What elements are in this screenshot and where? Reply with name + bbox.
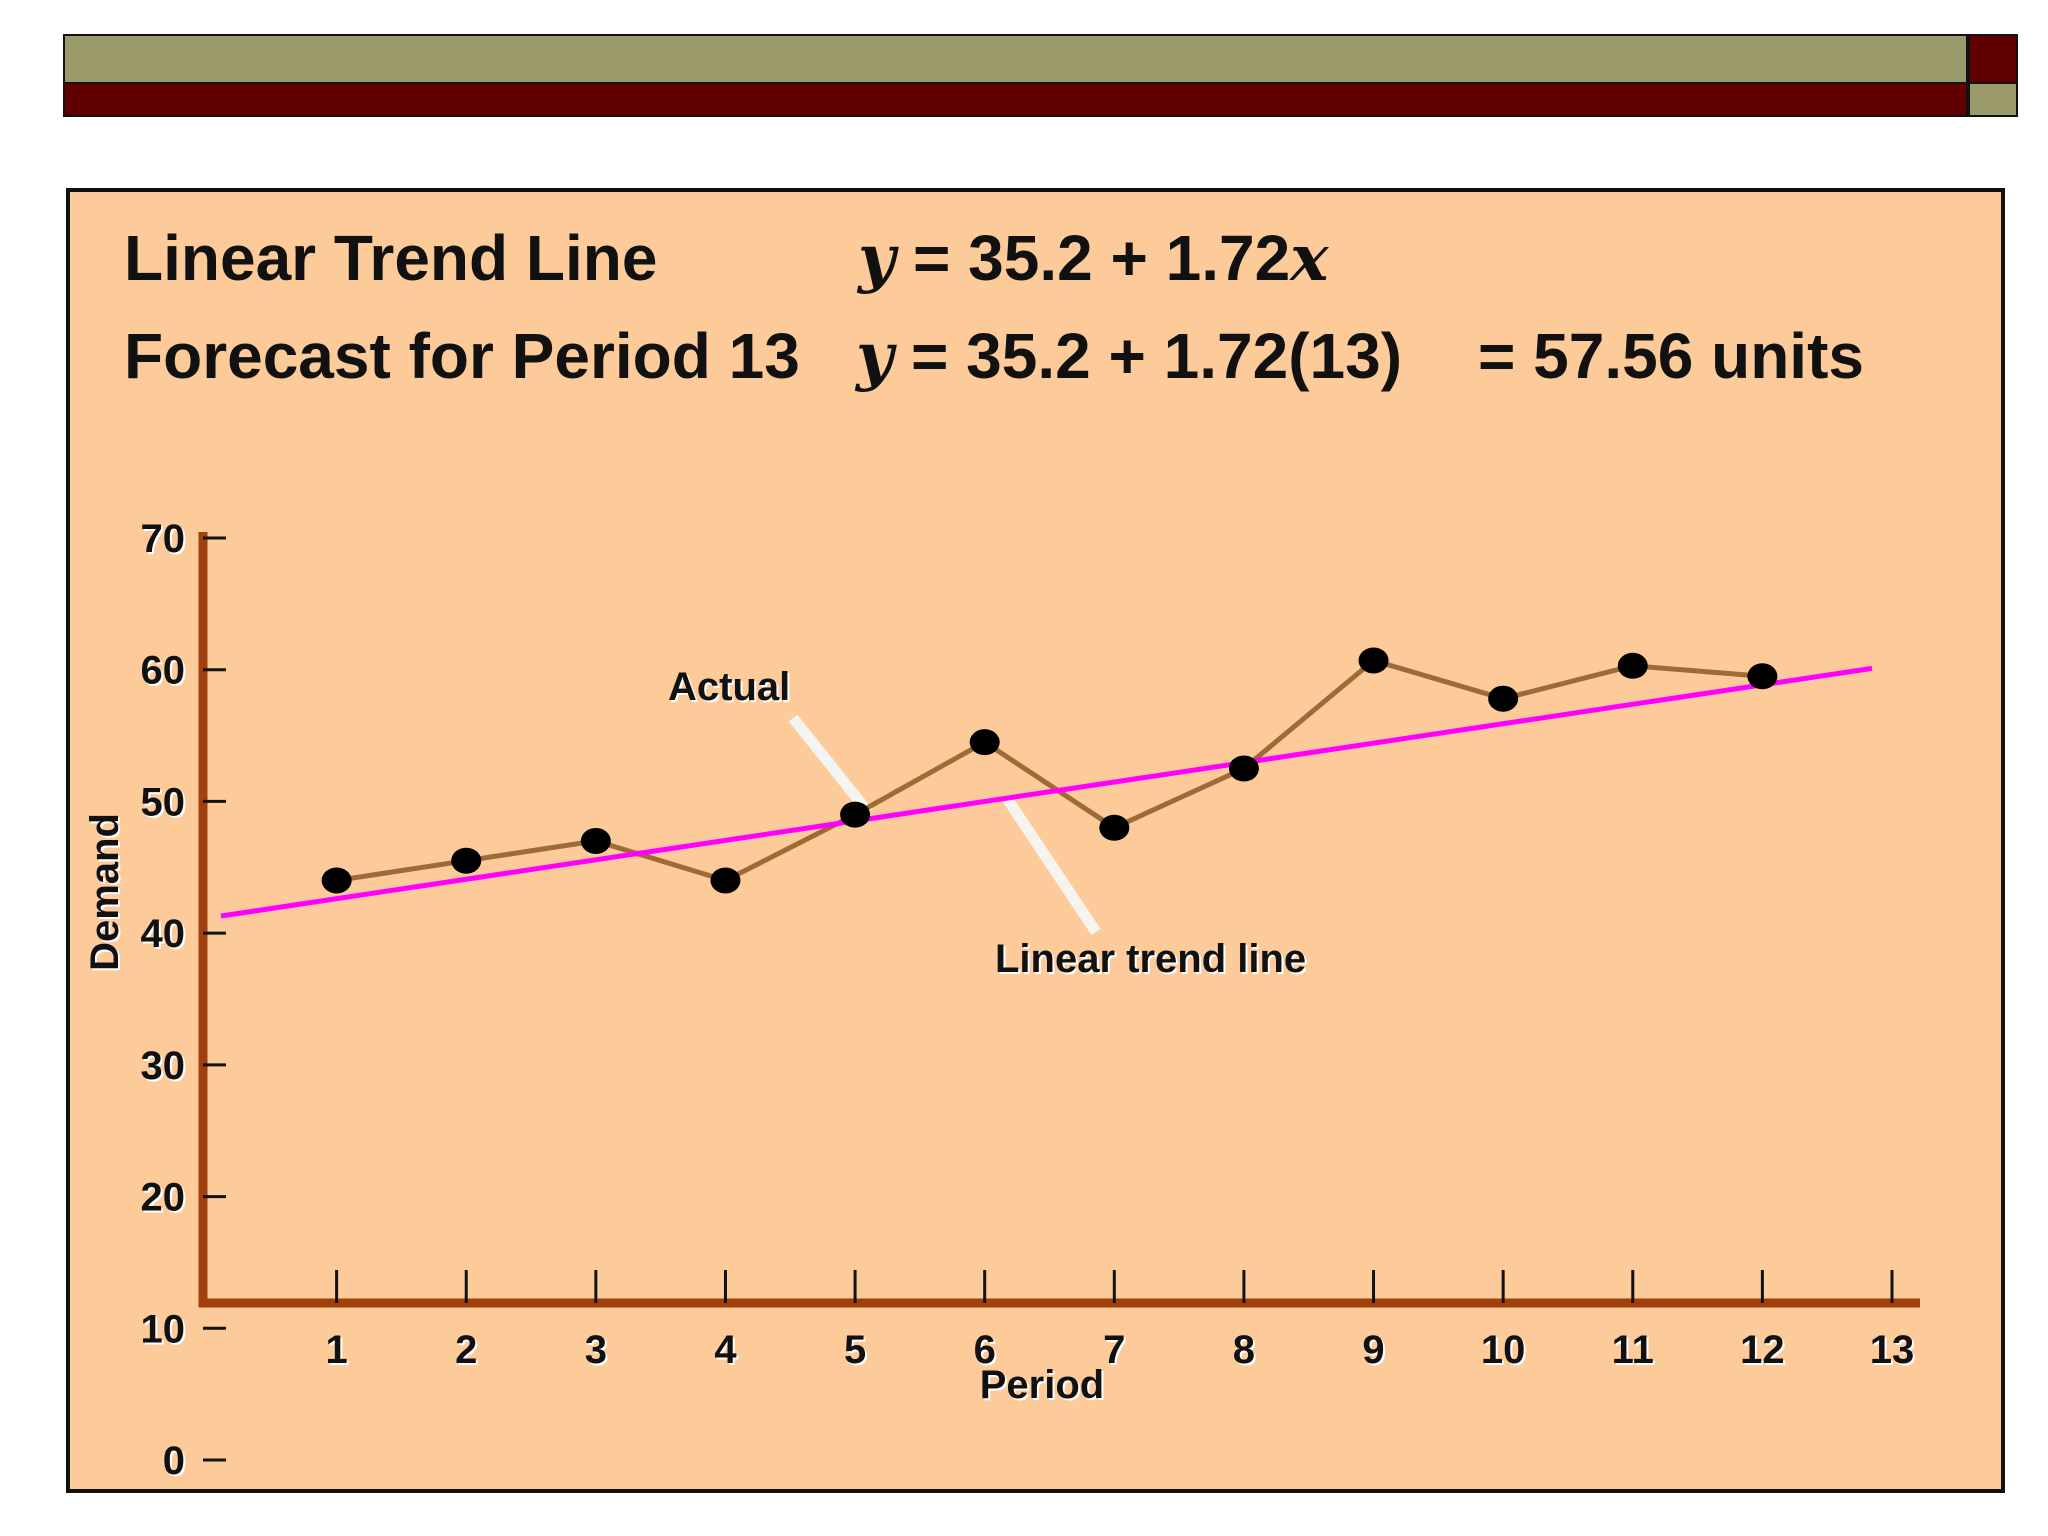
y-tick-label: 50 <box>141 780 186 824</box>
x-tick-label: 5 <box>844 1328 866 1372</box>
y-tick-label-shadow: 40 <box>143 914 188 958</box>
pointer-actual <box>788 714 873 816</box>
x-tick-label: 1 <box>325 1328 347 1372</box>
x-tick-label-shadow: 4 <box>716 1330 739 1374</box>
y-tick-label-shadow: 70 <box>143 519 188 563</box>
actual-data-point <box>451 847 482 874</box>
y-tick-label: 70 <box>141 517 186 561</box>
x-tick-label-shadow: 1 <box>327 1330 349 1374</box>
trend-line-label: Linear Trend Line <box>124 222 658 294</box>
pointer-trend <box>1003 796 1101 936</box>
annotation-actual: Actual <box>668 665 790 709</box>
y-tick-label: 10 <box>141 1307 186 1351</box>
trend-line-title: Linear Trend Line <box>124 226 657 290</box>
x-tick-label: 9 <box>1362 1328 1384 1372</box>
y-tick-label: 30 <box>141 1044 186 1088</box>
header-square-maroon <box>1968 34 2018 83</box>
x-tick-label: 10 <box>1481 1328 1526 1372</box>
x-tick-label-shadow: 2 <box>457 1330 479 1374</box>
y-axis-title: Demand <box>83 813 127 971</box>
x-tick-label-shadow: 6 <box>976 1330 998 1374</box>
forecast-result-text: = 57.56 units <box>1478 320 1864 392</box>
chart-series <box>220 647 1873 919</box>
equation-y-var: y <box>858 221 896 296</box>
x-tick-label-shadow: 3 <box>587 1330 609 1374</box>
x-tick-label: 6 <box>974 1328 996 1372</box>
y-tick-label: 40 <box>141 912 186 956</box>
y-tick-label-shadow: 30 <box>143 1046 188 1090</box>
x-tick-label: 13 <box>1870 1328 1915 1372</box>
forecast-title: Forecast for Period 13 <box>124 324 800 388</box>
x-tick-label: 4 <box>714 1328 737 1372</box>
x-tick-label: 2 <box>455 1328 477 1372</box>
trend-line-equation: y = 35.2 + 1.72x <box>858 226 1328 291</box>
y-axis-title-shadow: Demand <box>85 815 129 973</box>
actual-data-point <box>1747 663 1778 690</box>
actual-data-point <box>1617 652 1648 679</box>
actual-data-point <box>580 827 611 854</box>
header-bar-olive <box>63 34 1968 83</box>
actual-data-point <box>710 867 741 894</box>
forecast-equation: y = 35.2 + 1.72(13) <box>856 324 1402 389</box>
x-tick-label: 11 <box>1612 1328 1654 1372</box>
x-tick-label: 3 <box>585 1328 607 1372</box>
y-tick-label: 60 <box>141 649 186 693</box>
annotation-label-shadow: Actual <box>670 667 792 711</box>
x-tick-label-shadow: 7 <box>1105 1330 1127 1374</box>
x-tick-label: 8 <box>1233 1328 1255 1372</box>
x-axis-title-shadow: Period <box>982 1365 1106 1409</box>
annotation-trend: Linear trend line <box>995 937 1306 981</box>
x-tick-label-shadow: 5 <box>846 1330 868 1374</box>
chart-axes <box>198 532 1920 1462</box>
actual-data-point <box>1228 755 1259 782</box>
y-tick-label-shadow: 10 <box>143 1309 188 1353</box>
annotation-label-shadow: Linear trend line <box>997 939 1308 983</box>
equation-body: = 35.2 + 1.72 <box>895 222 1291 294</box>
y-tick-label-shadow: 60 <box>143 651 188 695</box>
y-tick-label-shadow: 50 <box>143 782 188 826</box>
x-tick-label: 7 <box>1103 1328 1125 1372</box>
x-tick-label-shadow: 8 <box>1235 1330 1257 1374</box>
x-tick-label-shadow: 10 <box>1483 1330 1528 1374</box>
forecast-y-var: y <box>856 319 894 394</box>
equation-x-var: x <box>1290 221 1329 296</box>
forecast-label: Forecast for Period 13 <box>124 320 800 392</box>
annotation-pointers <box>788 714 1101 936</box>
forecast-body: = 35.2 + 1.72(13) <box>893 320 1402 392</box>
x-axis-title: Period <box>980 1363 1104 1407</box>
forecast-result: = 57.56 units <box>1478 324 1864 388</box>
y-tick-label: 20 <box>141 1176 186 1220</box>
y-tick-label: 0 <box>163 1439 185 1483</box>
header-square-olive <box>1968 83 2018 117</box>
actual-data-point <box>1358 647 1389 674</box>
actual-data-point <box>321 867 352 894</box>
header-bar-maroon <box>63 83 1968 117</box>
actual-data-point <box>1488 685 1519 712</box>
x-tick-label-shadow: 13 <box>1872 1330 1917 1374</box>
x-tick-label: 12 <box>1740 1328 1785 1372</box>
x-tick-label-shadow: 11 <box>1614 1330 1656 1374</box>
y-tick-label-shadow: 20 <box>143 1178 188 1222</box>
actual-data-point <box>969 729 1000 756</box>
x-tick-label-shadow: 12 <box>1742 1330 1787 1374</box>
series-trend-line <box>220 665 1873 919</box>
series-actual-line <box>336 657 1763 884</box>
x-tick-label-shadow: 9 <box>1364 1330 1386 1374</box>
y-tick-label-shadow: 0 <box>165 1441 187 1485</box>
actual-data-point <box>1099 814 1130 841</box>
actual-data-point <box>840 801 871 828</box>
